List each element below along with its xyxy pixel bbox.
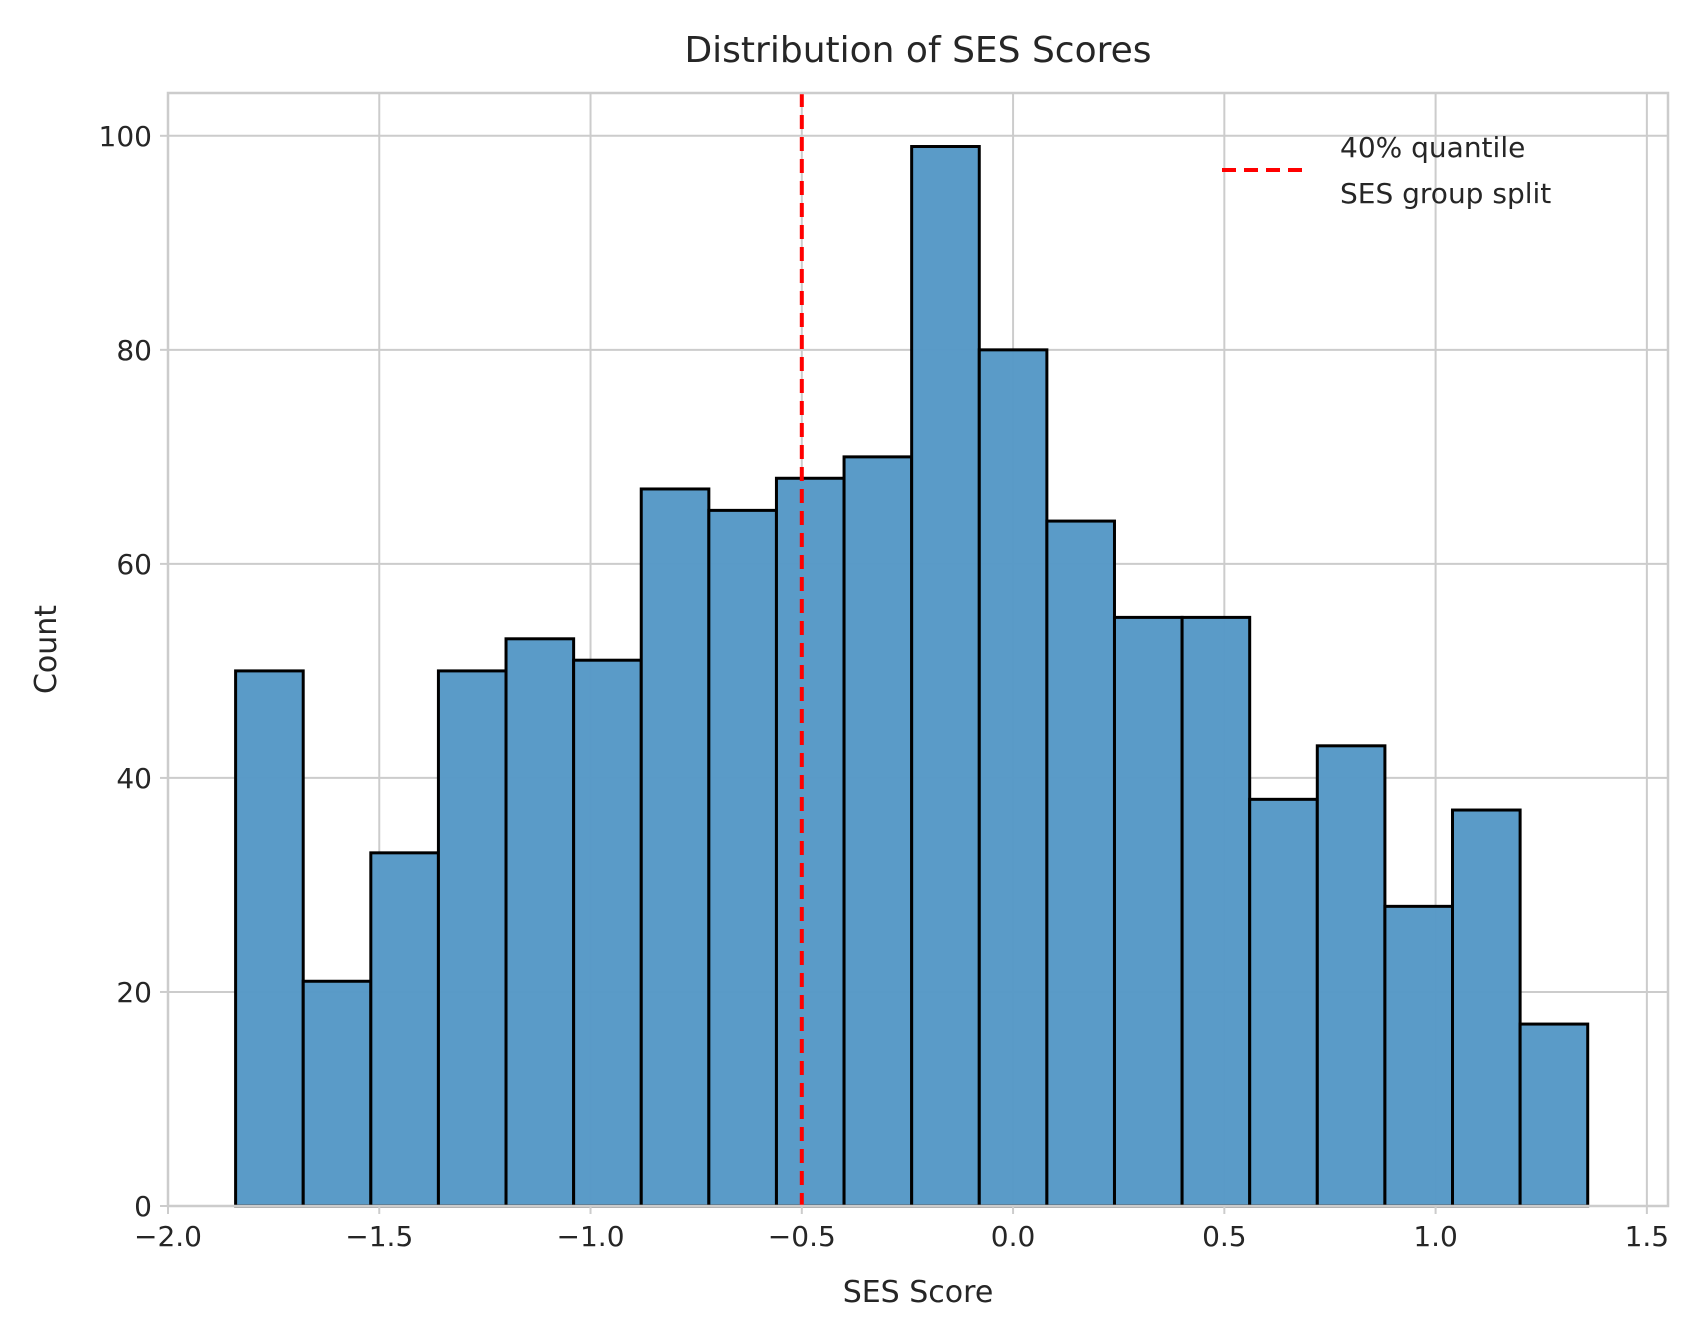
histogram-bar xyxy=(1383,904,1455,1208)
x-tick-label: −1.0 xyxy=(557,1220,625,1253)
histogram-bar xyxy=(1180,615,1252,1208)
histogram-bar xyxy=(1112,615,1184,1208)
histogram-bar xyxy=(1248,797,1319,1208)
y-axis-title: Count xyxy=(29,605,64,694)
histogram-bar xyxy=(436,669,508,1208)
legend-label-line-2: SES group split xyxy=(1340,177,1551,210)
legend: 40% quantile SES group split xyxy=(1222,131,1551,210)
y-tick-label: 40 xyxy=(116,762,152,795)
histogram-bar xyxy=(842,455,914,1208)
chart-title: Distribution of SES Scores xyxy=(684,30,1151,71)
histogram-bar xyxy=(369,851,440,1208)
y-tick-label: 20 xyxy=(116,976,152,1009)
histogram-bar xyxy=(572,658,643,1208)
histogram-bar xyxy=(774,476,846,1208)
histogram-bar xyxy=(977,348,1049,1208)
x-tick-label: −0.5 xyxy=(768,1220,836,1253)
histogram-bar xyxy=(1451,808,1522,1208)
histogram-bar xyxy=(504,637,576,1208)
x-tick-label: −1.5 xyxy=(345,1220,413,1253)
histogram-bar xyxy=(1518,1022,1590,1208)
histogram-bar xyxy=(301,979,373,1208)
x-tick-label: 1.0 xyxy=(1413,1220,1458,1253)
x-tick-label: 0.5 xyxy=(1202,1220,1247,1253)
histogram-bar xyxy=(910,145,981,1208)
legend-label-line-1: 40% quantile xyxy=(1340,131,1525,164)
histogram-bar xyxy=(707,508,778,1208)
y-tick-label: 80 xyxy=(116,334,152,367)
x-axis-title: SES Score xyxy=(843,1275,994,1310)
histogram-bar xyxy=(639,487,711,1208)
y-tick-label: 60 xyxy=(116,548,152,581)
x-tick-label: −2.0 xyxy=(134,1220,202,1253)
histogram-bar xyxy=(1045,519,1116,1208)
y-tick-label: 100 xyxy=(99,120,152,153)
x-tick-label: 0.0 xyxy=(991,1220,1036,1253)
y-tick-label: 0 xyxy=(134,1190,152,1223)
histogram-bar xyxy=(234,669,305,1208)
histogram-bar xyxy=(1315,744,1387,1208)
x-tick-label: 1.5 xyxy=(1625,1220,1670,1253)
plot-frame xyxy=(166,91,1670,1208)
